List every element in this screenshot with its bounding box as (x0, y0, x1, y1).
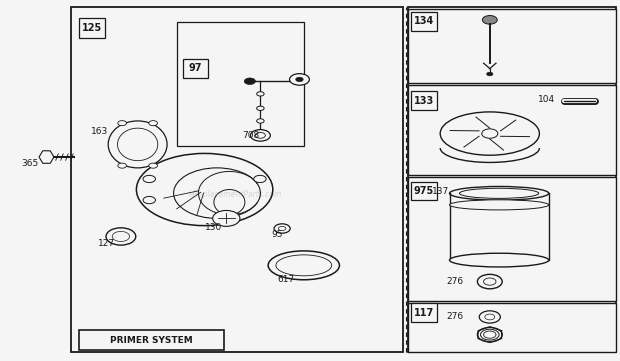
Text: 975: 975 (414, 186, 434, 196)
Text: 365: 365 (22, 159, 39, 168)
Circle shape (250, 130, 270, 141)
Circle shape (484, 278, 496, 285)
Circle shape (482, 129, 498, 138)
Text: 125: 125 (82, 23, 102, 33)
Ellipse shape (450, 186, 549, 200)
Bar (408, 303, 616, 352)
Text: 163: 163 (91, 127, 108, 136)
Bar (408, 85, 616, 175)
Text: 276: 276 (446, 277, 464, 286)
Circle shape (143, 175, 156, 183)
Bar (411, 91, 437, 110)
Text: PRIMER SYSTEM: PRIMER SYSTEM (110, 336, 193, 345)
Bar (79, 330, 224, 350)
Circle shape (485, 314, 495, 320)
Text: 127: 127 (98, 239, 115, 248)
Circle shape (244, 78, 255, 84)
Text: 617: 617 (278, 275, 295, 284)
Bar (411, 303, 437, 322)
Circle shape (118, 163, 126, 168)
Text: 133: 133 (414, 96, 434, 106)
Circle shape (290, 74, 309, 85)
Bar (183, 59, 208, 78)
Circle shape (296, 77, 303, 82)
Circle shape (278, 226, 286, 231)
Bar (79, 18, 105, 38)
Circle shape (112, 231, 130, 242)
Circle shape (482, 16, 497, 24)
Text: 95: 95 (272, 230, 283, 239)
Circle shape (213, 210, 240, 226)
Circle shape (118, 121, 126, 126)
Bar (71, 7, 403, 352)
Circle shape (143, 196, 156, 204)
Ellipse shape (450, 253, 549, 267)
Text: eReplacementParts.com: eReplacementParts.com (189, 191, 282, 199)
Text: 104: 104 (538, 95, 556, 104)
Circle shape (480, 329, 499, 340)
Circle shape (477, 327, 502, 342)
Text: 134: 134 (414, 16, 434, 26)
Text: 137: 137 (432, 187, 450, 196)
Bar (177, 22, 304, 146)
Circle shape (149, 163, 157, 168)
Text: 117: 117 (414, 308, 434, 318)
Text: 97: 97 (188, 63, 202, 73)
Text: 130: 130 (205, 223, 222, 232)
Circle shape (254, 175, 266, 183)
Circle shape (257, 106, 264, 110)
Circle shape (149, 121, 157, 126)
Text: 276: 276 (446, 313, 464, 321)
Ellipse shape (459, 188, 539, 199)
Bar (411, 182, 437, 200)
Bar (408, 7, 616, 352)
Text: 708: 708 (242, 131, 259, 140)
Circle shape (255, 132, 265, 138)
Circle shape (487, 72, 493, 76)
Ellipse shape (450, 200, 549, 210)
Circle shape (484, 331, 496, 338)
Circle shape (274, 224, 290, 233)
Circle shape (477, 274, 502, 289)
Circle shape (479, 311, 500, 323)
Bar (408, 9, 616, 83)
Circle shape (106, 228, 136, 245)
Circle shape (257, 92, 264, 96)
Bar (411, 12, 437, 31)
Circle shape (257, 119, 264, 123)
Bar (408, 177, 616, 301)
